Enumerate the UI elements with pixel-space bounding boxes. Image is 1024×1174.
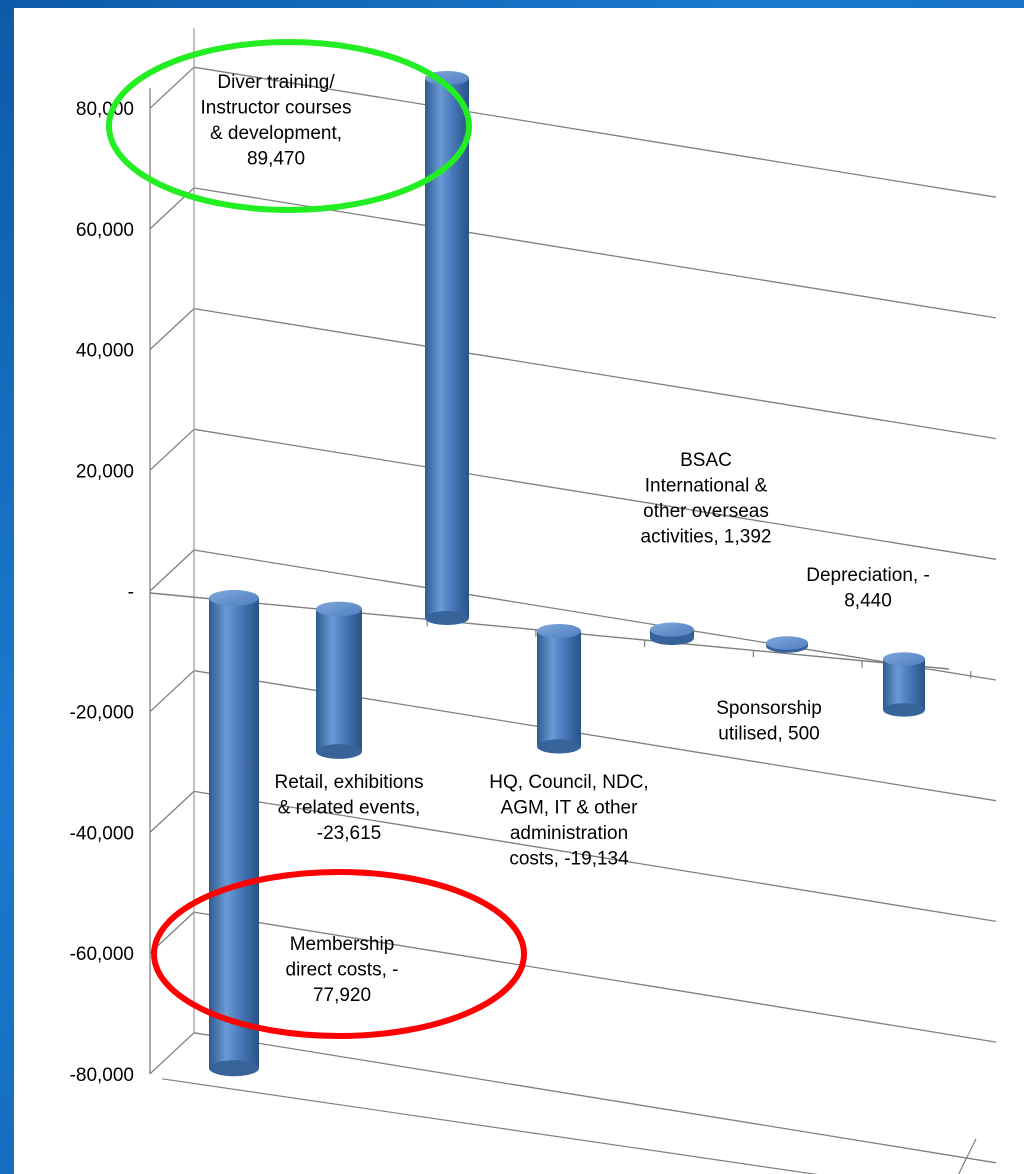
bar-body: [209, 598, 259, 1069]
bar-body: [425, 78, 469, 618]
data-label-line: Membership: [290, 934, 395, 955]
floor-front-edge: [161, 1078, 818, 1174]
data-label-line: direct costs, -: [286, 960, 399, 981]
gridline-left: [149, 428, 195, 471]
gridline-left: [149, 1032, 195, 1075]
data-label-line: Depreciation, -: [806, 565, 930, 586]
bar-body: [316, 609, 362, 752]
y-tick-label: -80,000: [70, 1065, 134, 1086]
gridlines: [149, 66, 997, 1164]
data-label-line: utilised, 500: [718, 724, 819, 745]
data-label-line: costs, -19,134: [509, 849, 629, 870]
data-labels: Membership direct costs, - 77,920 Retail, e…: [201, 72, 930, 1006]
gridline-left: [149, 66, 195, 109]
gridline-left: [149, 549, 195, 592]
data-label-line: & related events,: [278, 798, 421, 819]
highlight-ellipse: [106, 39, 472, 213]
bar: [316, 601, 362, 759]
y-tick-label: 40,000: [76, 341, 134, 362]
data-label-line: Sponsorship: [716, 698, 822, 719]
gridline-back: [193, 66, 997, 198]
data-label-line: Diver training/: [217, 72, 335, 93]
bar-body: [883, 659, 925, 710]
data-label-line: International &: [645, 476, 768, 497]
data-label-line: -23,615: [317, 823, 381, 844]
y-tick-label: -20,000: [70, 703, 134, 724]
bar: [650, 622, 694, 646]
gridline-back: [193, 1032, 997, 1164]
bar: [883, 652, 925, 717]
gridline-back: [193, 549, 997, 681]
bar-bottom-cap: [425, 610, 469, 626]
data-label-line: 8,440: [844, 591, 892, 612]
bar-top-cap: [316, 601, 362, 617]
data-label: Retail, exhibitions & related events, -23,…: [275, 772, 424, 844]
y-tick-label: 20,000: [76, 461, 134, 482]
bar: [537, 623, 581, 754]
bar: [209, 590, 259, 1077]
floor-right-edge: [958, 1138, 977, 1174]
data-label-line: BSAC: [680, 450, 732, 471]
y-tick-label: 80,000: [76, 99, 134, 120]
data-label-line: Retail, exhibitions: [275, 772, 424, 793]
data-label: Depreciation, - 8,440: [806, 565, 930, 612]
y-tick-label: -40,000: [70, 823, 134, 844]
bar: [425, 71, 469, 626]
bar: [766, 636, 808, 653]
data-label: BSAC International & other overseas activit…: [641, 450, 772, 548]
bar-top-cap: [883, 652, 925, 666]
data-label-line: 77,920: [313, 985, 371, 1006]
bar-bottom-cap: [537, 739, 581, 754]
data-label: Membership direct costs, - 77,920: [286, 934, 399, 1006]
data-label-line: other overseas: [643, 501, 769, 522]
bar-top-cap: [537, 623, 581, 639]
data-label-line: Instructor courses: [201, 98, 352, 119]
data-label-line: administration: [510, 823, 628, 844]
bars: [209, 71, 925, 1077]
highlight-ellipse: [151, 869, 527, 1039]
y-tick-label: -: [128, 582, 134, 603]
y-tick-label: 60,000: [76, 220, 134, 241]
data-label: HQ, Council, NDC, AGM, IT & other administ…: [489, 772, 648, 870]
bar-top-cap: [209, 590, 259, 606]
data-label: Sponsorship utilised, 500: [716, 698, 822, 745]
y-tick-label: -60,000: [70, 944, 134, 965]
data-label: Diver training/Instructor courses & devel…: [201, 72, 352, 170]
bar-top-cap: [650, 622, 694, 637]
gridline-left: [149, 670, 195, 713]
data-label-line: & development,: [210, 123, 342, 144]
data-label-line: 89,470: [247, 149, 305, 170]
gridline-back: [193, 428, 997, 560]
bar-bottom-cap: [316, 744, 362, 759]
bar-body: [537, 631, 581, 747]
gridline-left: [149, 308, 195, 351]
bar-chart: 80,000 60,000 40,000 20,000 - -20,000 -40,000 -…: [70, 28, 997, 1174]
gridline-back: [193, 307, 997, 440]
gridline-back: [193, 790, 997, 923]
data-label-line: activities, 1,392: [641, 527, 772, 548]
bar-bottom-cap: [883, 703, 925, 717]
highlight-ellipses: [106, 39, 527, 1039]
bar-top-cap: [766, 636, 808, 650]
data-label-line: HQ, Council, NDC,: [489, 772, 648, 793]
bar-bottom-cap: [209, 1060, 259, 1077]
chart-panel: 80,000 60,000 40,000 20,000 - -20,000 -40,000 -…: [14, 8, 1024, 1174]
gridline-left: [149, 790, 195, 833]
data-label-line: AGM, IT & other: [501, 798, 639, 819]
gridline-back: [193, 911, 997, 1043]
